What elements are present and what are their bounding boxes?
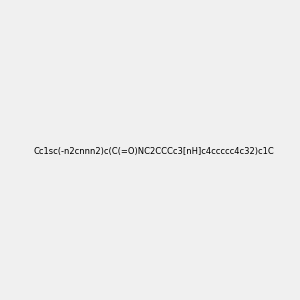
Text: Cc1sc(-n2cnnn2)c(C(=O)NC2CCCc3[nH]c4ccccc4c32)c1C: Cc1sc(-n2cnnn2)c(C(=O)NC2CCCc3[nH]c4cccc… xyxy=(33,147,274,156)
